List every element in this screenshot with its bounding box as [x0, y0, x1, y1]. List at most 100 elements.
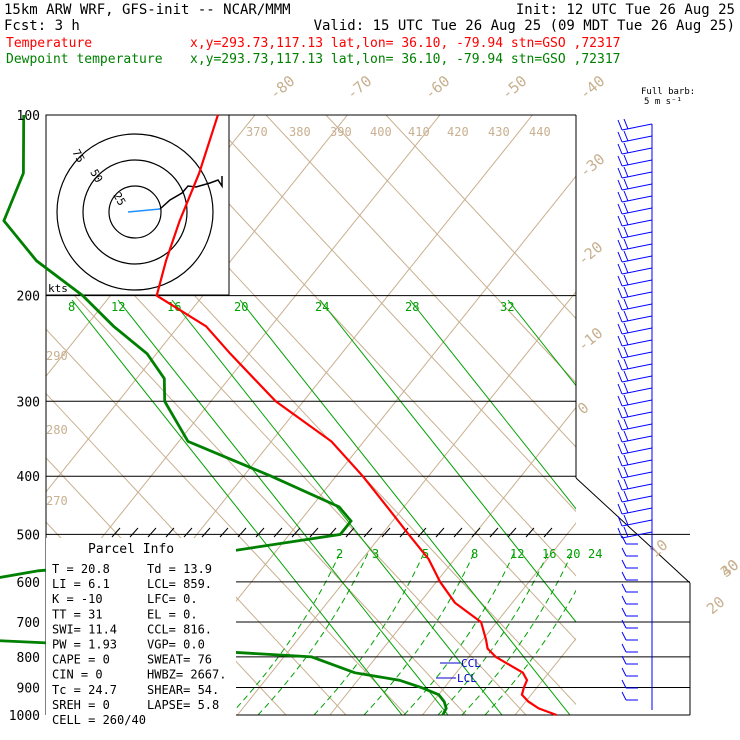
- hatch-mark: [435, 527, 445, 538]
- dry-adiabat: [205, 115, 576, 513]
- mixing-ratio-label: 24: [315, 300, 329, 314]
- isotherm-label: -40: [576, 72, 608, 103]
- wind-barb: [617, 322, 653, 335]
- pressure-label: 800: [17, 651, 40, 666]
- mixing-ratio-line: [363, 552, 475, 715]
- wind-barb: [617, 394, 653, 407]
- theta-label: 270: [46, 494, 68, 508]
- hodograph-ring-label: 50: [87, 167, 105, 185]
- isotherm: [700, 115, 740, 715]
- hatch-mark: [291, 527, 301, 538]
- mixing-ratio-label: 16: [542, 547, 556, 561]
- wind-barb: [617, 286, 653, 299]
- theta-label: 430: [488, 125, 510, 139]
- wind-barb: [617, 526, 653, 539]
- barb-note-1: Full barb:: [641, 87, 695, 97]
- mixing-ratio-label: 32: [500, 300, 514, 314]
- dry-adiabat: [265, 115, 576, 448]
- wind-barb: [621, 607, 638, 617]
- mixing-ratio-label: 8: [68, 300, 75, 314]
- dry-adiabat: [46, 392, 347, 715]
- hatch-mark: [489, 527, 499, 538]
- parcel-row-left: CELL = 260/40: [52, 713, 146, 727]
- wind-barb: [617, 250, 653, 263]
- parcel-row-left: SREH = 0: [52, 698, 110, 712]
- parcel-info-title: Parcel Info: [88, 542, 174, 557]
- mixing-ratio-line: [257, 552, 369, 715]
- wind-barb: [617, 226, 653, 239]
- isotherm-label: -80: [266, 72, 298, 103]
- pressure-label: 300: [17, 395, 40, 410]
- wind-barb: [621, 655, 638, 665]
- dewpoint-profile: [0, 114, 448, 716]
- pressure-label: 1000: [9, 709, 40, 724]
- hatch-mark: [381, 527, 391, 538]
- wind-barb: [617, 310, 653, 323]
- mixing-ratio-label: 8: [471, 547, 478, 561]
- wind-barb: [617, 238, 653, 251]
- moist-adiabat: [319, 299, 576, 623]
- wind-barb: [617, 154, 653, 167]
- dry-adiabat: [385, 115, 576, 320]
- hatch-mark: [309, 527, 319, 538]
- pressure-label: 700: [17, 616, 40, 631]
- theta-label: 410: [408, 125, 430, 139]
- hodograph-ring: [56, 133, 214, 291]
- hatch-mark: [255, 527, 265, 538]
- mixing-ratio-line: [229, 552, 341, 715]
- parcel-row-right: LCL= 859.: [147, 577, 212, 591]
- wind-barb: [617, 130, 653, 143]
- theta-label: 290: [46, 349, 68, 363]
- wind-barb: [621, 631, 638, 641]
- legend-dewpoint-info: x,y=293.73,117.13 lat,lon= 36.10, -79.94…: [190, 52, 620, 67]
- isotherm-label: -70: [343, 72, 375, 103]
- wind-barb: [621, 559, 638, 569]
- hatch-mark: [543, 527, 553, 538]
- parcel-row-right: LFC= 0.: [147, 592, 198, 606]
- moist-adiabat: [117, 299, 449, 715]
- lcl-label: LCL: [457, 672, 477, 685]
- wind-barb: [617, 274, 653, 287]
- moist-adiabat: [409, 299, 576, 510]
- moist-adiabat: [239, 299, 571, 715]
- parcel-row-left: LI = 6.1: [52, 577, 110, 591]
- wind-barb: [617, 466, 653, 479]
- parcel-row-left: Tc = 24.7: [52, 683, 117, 697]
- wind-barb: [617, 406, 653, 419]
- isotherm-label: -50: [498, 72, 530, 103]
- moist-adiabat: [171, 299, 503, 715]
- hatch-mark: [129, 527, 139, 538]
- wind-barb: [617, 190, 653, 203]
- parcel-row-right: SHEAR= 54.: [147, 683, 219, 697]
- moist-adiabat: [507, 299, 576, 386]
- pressure-label: 500: [17, 528, 40, 543]
- legend: Temperature x,y=293.73,117.13 lat,lon= 3…: [6, 36, 620, 67]
- isotherm-label: 40: [717, 556, 740, 581]
- mixing-ratio-label: 12: [111, 300, 125, 314]
- isotherm-label: 10: [646, 536, 671, 561]
- parcel-row-right: HWBZ= 2667.: [147, 668, 226, 682]
- mixing-ratio-line: [437, 552, 549, 715]
- wind-barb: [617, 166, 653, 179]
- wind-barb: [617, 334, 653, 347]
- wind-barb: [617, 382, 653, 395]
- mixing-ratio-line: [461, 552, 573, 715]
- wind-barb: [617, 442, 653, 455]
- wind-barb: [617, 418, 653, 431]
- level-markers: CCL LCL: [436, 657, 481, 685]
- hatch-mark: [237, 527, 247, 538]
- hatch-mark: [219, 527, 229, 538]
- mixing-ratio-label: 20: [566, 547, 580, 561]
- mixing-ratio-label: 3: [372, 547, 379, 561]
- wind-barb: [617, 262, 653, 275]
- hatch-mark: [525, 527, 535, 538]
- temperature-line: [155, 114, 557, 717]
- wind-barb: [617, 478, 653, 491]
- hodograph-ring-label: 25: [110, 190, 128, 208]
- pressure-label: 900: [17, 682, 40, 697]
- mixing-ratio-label: 24: [588, 547, 602, 561]
- isotherm-label: -30: [576, 150, 608, 181]
- wind-barb: [621, 643, 638, 653]
